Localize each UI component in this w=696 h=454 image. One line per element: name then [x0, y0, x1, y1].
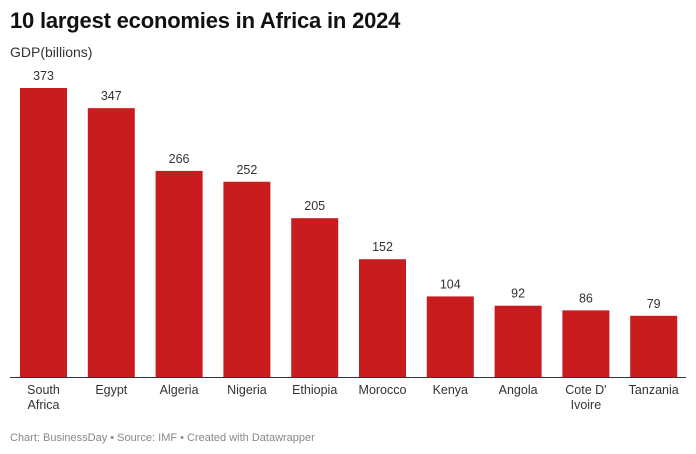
- chart-footer: Chart: BusinessDay • Source: IMF • Creat…: [10, 432, 315, 444]
- value-label: 205: [304, 199, 325, 213]
- bar: [223, 181, 271, 377]
- x-tick-label: Egypt: [95, 383, 127, 397]
- x-tick-label: Angola: [499, 383, 538, 397]
- value-label: 104: [440, 277, 461, 291]
- x-tick-label: Ivoire: [571, 398, 602, 412]
- value-label: 347: [101, 89, 122, 103]
- value-label: 86: [579, 291, 593, 305]
- value-label: 92: [511, 287, 525, 301]
- x-tick-label: Morocco: [359, 383, 407, 397]
- bar: [562, 310, 610, 377]
- bar: [359, 259, 406, 377]
- value-label: 252: [236, 163, 257, 177]
- x-tick-label: Tanzania: [629, 383, 679, 397]
- bar: [87, 108, 135, 377]
- x-tick-label: Kenya: [433, 383, 468, 397]
- bar: [426, 296, 474, 377]
- x-tick-label: South: [27, 383, 60, 397]
- bar: [291, 218, 339, 377]
- value-label: 373: [33, 69, 54, 83]
- bar: [494, 305, 542, 377]
- bar: [155, 170, 203, 377]
- bar: [20, 88, 67, 377]
- value-label: 266: [169, 152, 190, 166]
- x-tick-label: Algeria: [160, 383, 199, 397]
- x-tick-label: Cote D': [565, 383, 606, 397]
- bar: [630, 315, 678, 377]
- value-label: 79: [647, 297, 661, 311]
- x-tick-label: Ethiopia: [292, 383, 337, 397]
- value-label: 152: [372, 240, 393, 254]
- x-tick-label: Africa: [28, 398, 60, 412]
- chart-title: 10 largest economies in Africa in 2024: [10, 8, 401, 33]
- x-tick-label: Nigeria: [227, 383, 267, 397]
- y-axis-label: GDP(billions): [10, 44, 93, 60]
